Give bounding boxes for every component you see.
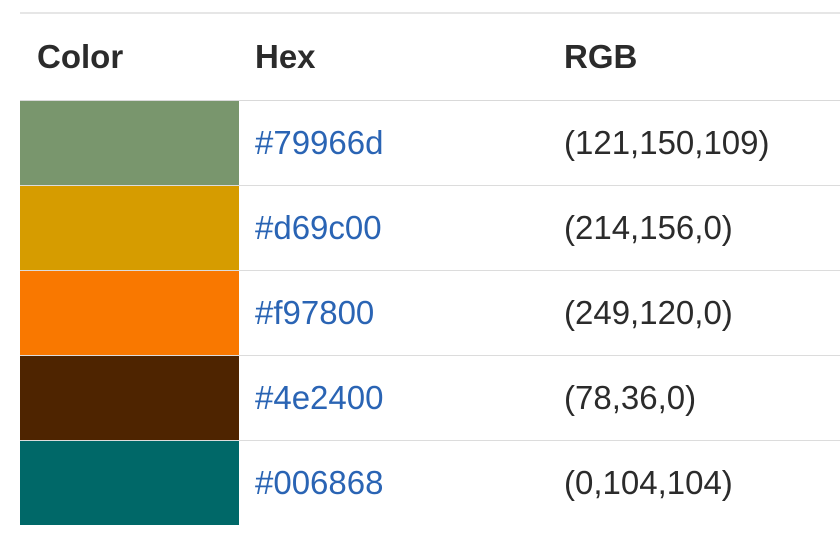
- table-body: #79966d (121,150,109) #d69c00 (214,156,0) #f…: [20, 101, 840, 525]
- color-swatch-cell: [20, 186, 239, 271]
- color-swatch-cell: [20, 271, 239, 356]
- table-row: #d69c00 (214,156,0): [20, 186, 840, 271]
- hex-link[interactable]: #79966d: [255, 124, 384, 161]
- table-row: #79966d (121,150,109): [20, 101, 840, 186]
- header-rgb: RGB: [564, 38, 638, 75]
- rgb-value: (249,120,0): [564, 294, 733, 331]
- color-swatch: [20, 356, 239, 440]
- table-row: #4e2400 (78,36,0): [20, 356, 840, 441]
- table-row: #006868 (0,104,104): [20, 441, 840, 525]
- hex-link[interactable]: #d69c00: [255, 209, 382, 246]
- color-swatch: [20, 271, 239, 355]
- color-swatch: [20, 441, 239, 525]
- rgb-value: (121,150,109): [564, 124, 770, 161]
- color-swatch: [20, 186, 239, 270]
- hex-link[interactable]: #4e2400: [255, 379, 384, 416]
- color-swatch-cell: [20, 356, 239, 441]
- rgb-value: (78,36,0): [564, 379, 697, 416]
- table-row: #f97800 (249,120,0): [20, 271, 840, 356]
- header-color: Color: [37, 38, 124, 75]
- color-swatch-cell: [20, 441, 239, 525]
- hex-link[interactable]: #f97800: [255, 294, 375, 331]
- table-header-row: Color Hex RGB: [20, 13, 840, 101]
- rgb-value: (0,104,104): [564, 464, 733, 501]
- rgb-value: (214,156,0): [564, 209, 733, 246]
- color-palette-table: Color Hex RGB #79966d (121,150,109) #d69c0…: [20, 12, 840, 525]
- color-swatch-cell: [20, 101, 239, 186]
- header-hex: Hex: [255, 38, 316, 75]
- color-swatch: [20, 101, 239, 185]
- hex-link[interactable]: #006868: [255, 464, 384, 501]
